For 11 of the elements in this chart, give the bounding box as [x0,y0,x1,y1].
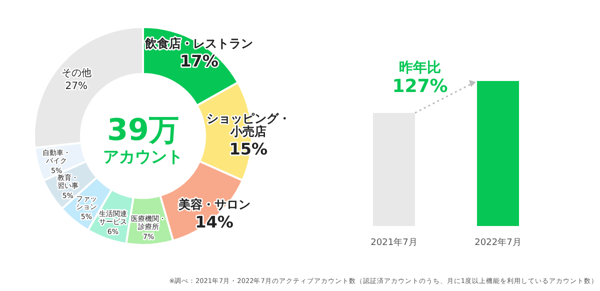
annotation: 127% [392,76,448,97]
text: 39万 [107,113,179,148]
data-label: 14% [195,212,234,232]
slice-label: その他 [61,66,92,79]
x-tick-label: 2021年7月 [370,237,418,248]
x-tick-label: 2022年7月 [474,237,522,248]
text: 昨年比 [399,60,441,76]
slice-label: 美容・サロン [177,198,250,212]
data-label: 27% [65,80,88,92]
text: アカウント [103,147,183,166]
data-label: 17% [180,52,218,71]
